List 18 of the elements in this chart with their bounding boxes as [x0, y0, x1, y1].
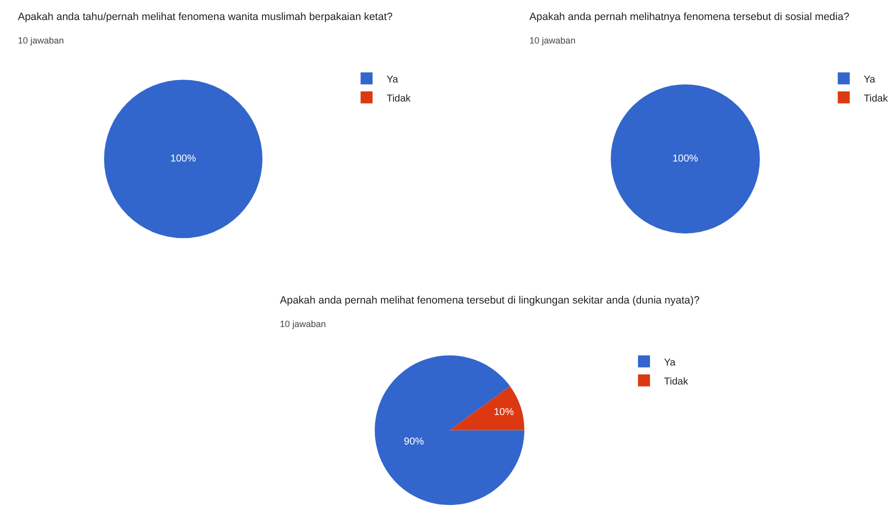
legend-label: Tidak [864, 93, 889, 104]
legend-label: Ya [664, 357, 676, 368]
chart-title: Apakah anda pernah melihat fenomena tersebut di lingkungan sekitar anda (dunia nyata)? [280, 294, 700, 306]
chart-title: Apakah anda pernah melihatnya fenomena tersebut di sosial media? [529, 10, 850, 23]
pie-slice [450, 386, 524, 430]
data-label: 10% [494, 407, 514, 418]
chart-subtitle: 10 jawaban [18, 36, 64, 46]
data-label: 90% [404, 436, 424, 448]
data-label: 100% [672, 153, 698, 164]
data-label: 100% [170, 153, 196, 164]
pie-slice [374, 355, 524, 505]
legend-label: Ya [386, 74, 399, 86]
chart-subtitle: 10 jawaban [529, 36, 576, 46]
legend-label: Tidak [664, 376, 690, 388]
legend-label: Tidak [386, 93, 412, 104]
chart-title: Apakah anda tahu/pernah melihat fenomena wanita muslimah berpakaian ketat? [18, 10, 393, 23]
chart-subtitle: 10 jawaban [280, 319, 326, 330]
legend-label: Ya [864, 74, 876, 86]
